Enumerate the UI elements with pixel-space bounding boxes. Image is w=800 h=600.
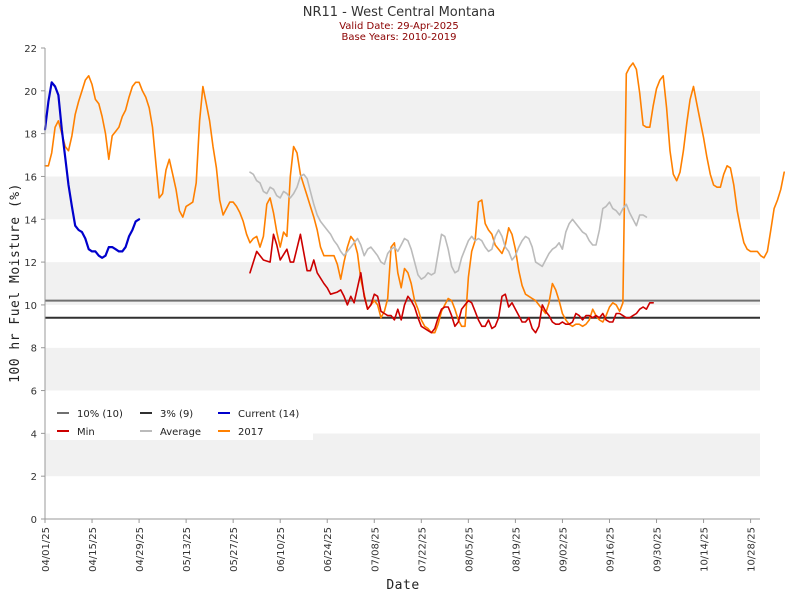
y-tick-label: 4	[31, 429, 37, 440]
y-tick-label: 22	[24, 44, 37, 55]
x-tick-label: 04/29/25	[135, 527, 146, 572]
x-axis-label: Date	[386, 578, 419, 593]
grid-band	[45, 48, 760, 91]
x-tick-label: 08/05/25	[464, 527, 475, 572]
series-line	[43, 81, 141, 259]
grid-band	[45, 176, 760, 220]
x-tick-label: 07/22/25	[417, 527, 428, 572]
y-tick-label: 14	[24, 215, 37, 226]
legend-label: Average	[160, 427, 201, 438]
series-line	[44, 62, 786, 334]
x-tick-label: 06/10/25	[276, 527, 287, 572]
y-tick-label: 6	[31, 387, 37, 398]
y-tick-label: 20	[24, 87, 37, 98]
y-tick-labels: 0 2 4 6 8 10 12 14 16 18 20 22	[24, 44, 45, 526]
x-tick-label: 10/28/25	[747, 527, 758, 572]
x-tick-label: 05/27/25	[229, 527, 240, 572]
reference-lines	[45, 299, 760, 319]
legend-label: 2017	[238, 427, 263, 438]
legend: 10% (10) 3% (9) Current (14) Min Average 2017	[50, 400, 313, 440]
legend-label: Min	[77, 427, 95, 438]
x-tick-label: 10/14/25	[700, 527, 711, 572]
legend-label: Current (14)	[238, 409, 299, 420]
grid-band	[45, 133, 760, 177]
legend-label: 3% (9)	[160, 409, 193, 420]
x-tick-label: 08/19/25	[511, 527, 522, 572]
legend-background	[50, 400, 313, 440]
x-tick-label: 04/15/25	[88, 527, 99, 572]
x-tick-label: 04/01/25	[41, 527, 52, 572]
series-line	[249, 233, 655, 334]
x-tick-label: 07/08/25	[370, 527, 381, 572]
grid-band	[45, 433, 760, 477]
grid-band	[45, 347, 760, 391]
y-tick-label: 8	[31, 344, 37, 355]
y-tick-label: 12	[24, 258, 37, 269]
legend-label: 10% (10)	[77, 409, 123, 420]
chart-subtitle-valid-date: Valid Date: 29-Apr-2025	[339, 21, 459, 32]
y-tick-label: 2	[31, 472, 37, 483]
axes	[44, 48, 760, 520]
y-axis-label: 100 hr Fuel Moisture (%)	[8, 183, 23, 383]
x-tick-label: 09/30/25	[653, 527, 664, 572]
x-tick-label: 06/24/25	[323, 527, 334, 572]
y-tick-label: 16	[24, 172, 37, 183]
x-tick-label: 09/02/25	[558, 527, 569, 572]
series-line	[249, 171, 648, 281]
grid-bands	[45, 48, 760, 519]
grid-band	[45, 476, 760, 519]
y-tick-label: 10	[24, 301, 37, 312]
chart-subtitle-base-years: Base Years: 2010-2019	[342, 32, 457, 43]
y-tick-label: 18	[24, 130, 37, 141]
x-tick-label: 09/16/25	[605, 527, 616, 572]
chart-title: NR11 - West Central Montana	[303, 5, 496, 20]
x-tick-labels: 04/01/25 04/15/25 04/29/25 05/13/25 05/27/25…	[41, 519, 758, 572]
y-tick-label: 0	[31, 515, 37, 526]
data-series	[43, 62, 786, 334]
x-tick-label: 05/13/25	[182, 527, 193, 572]
